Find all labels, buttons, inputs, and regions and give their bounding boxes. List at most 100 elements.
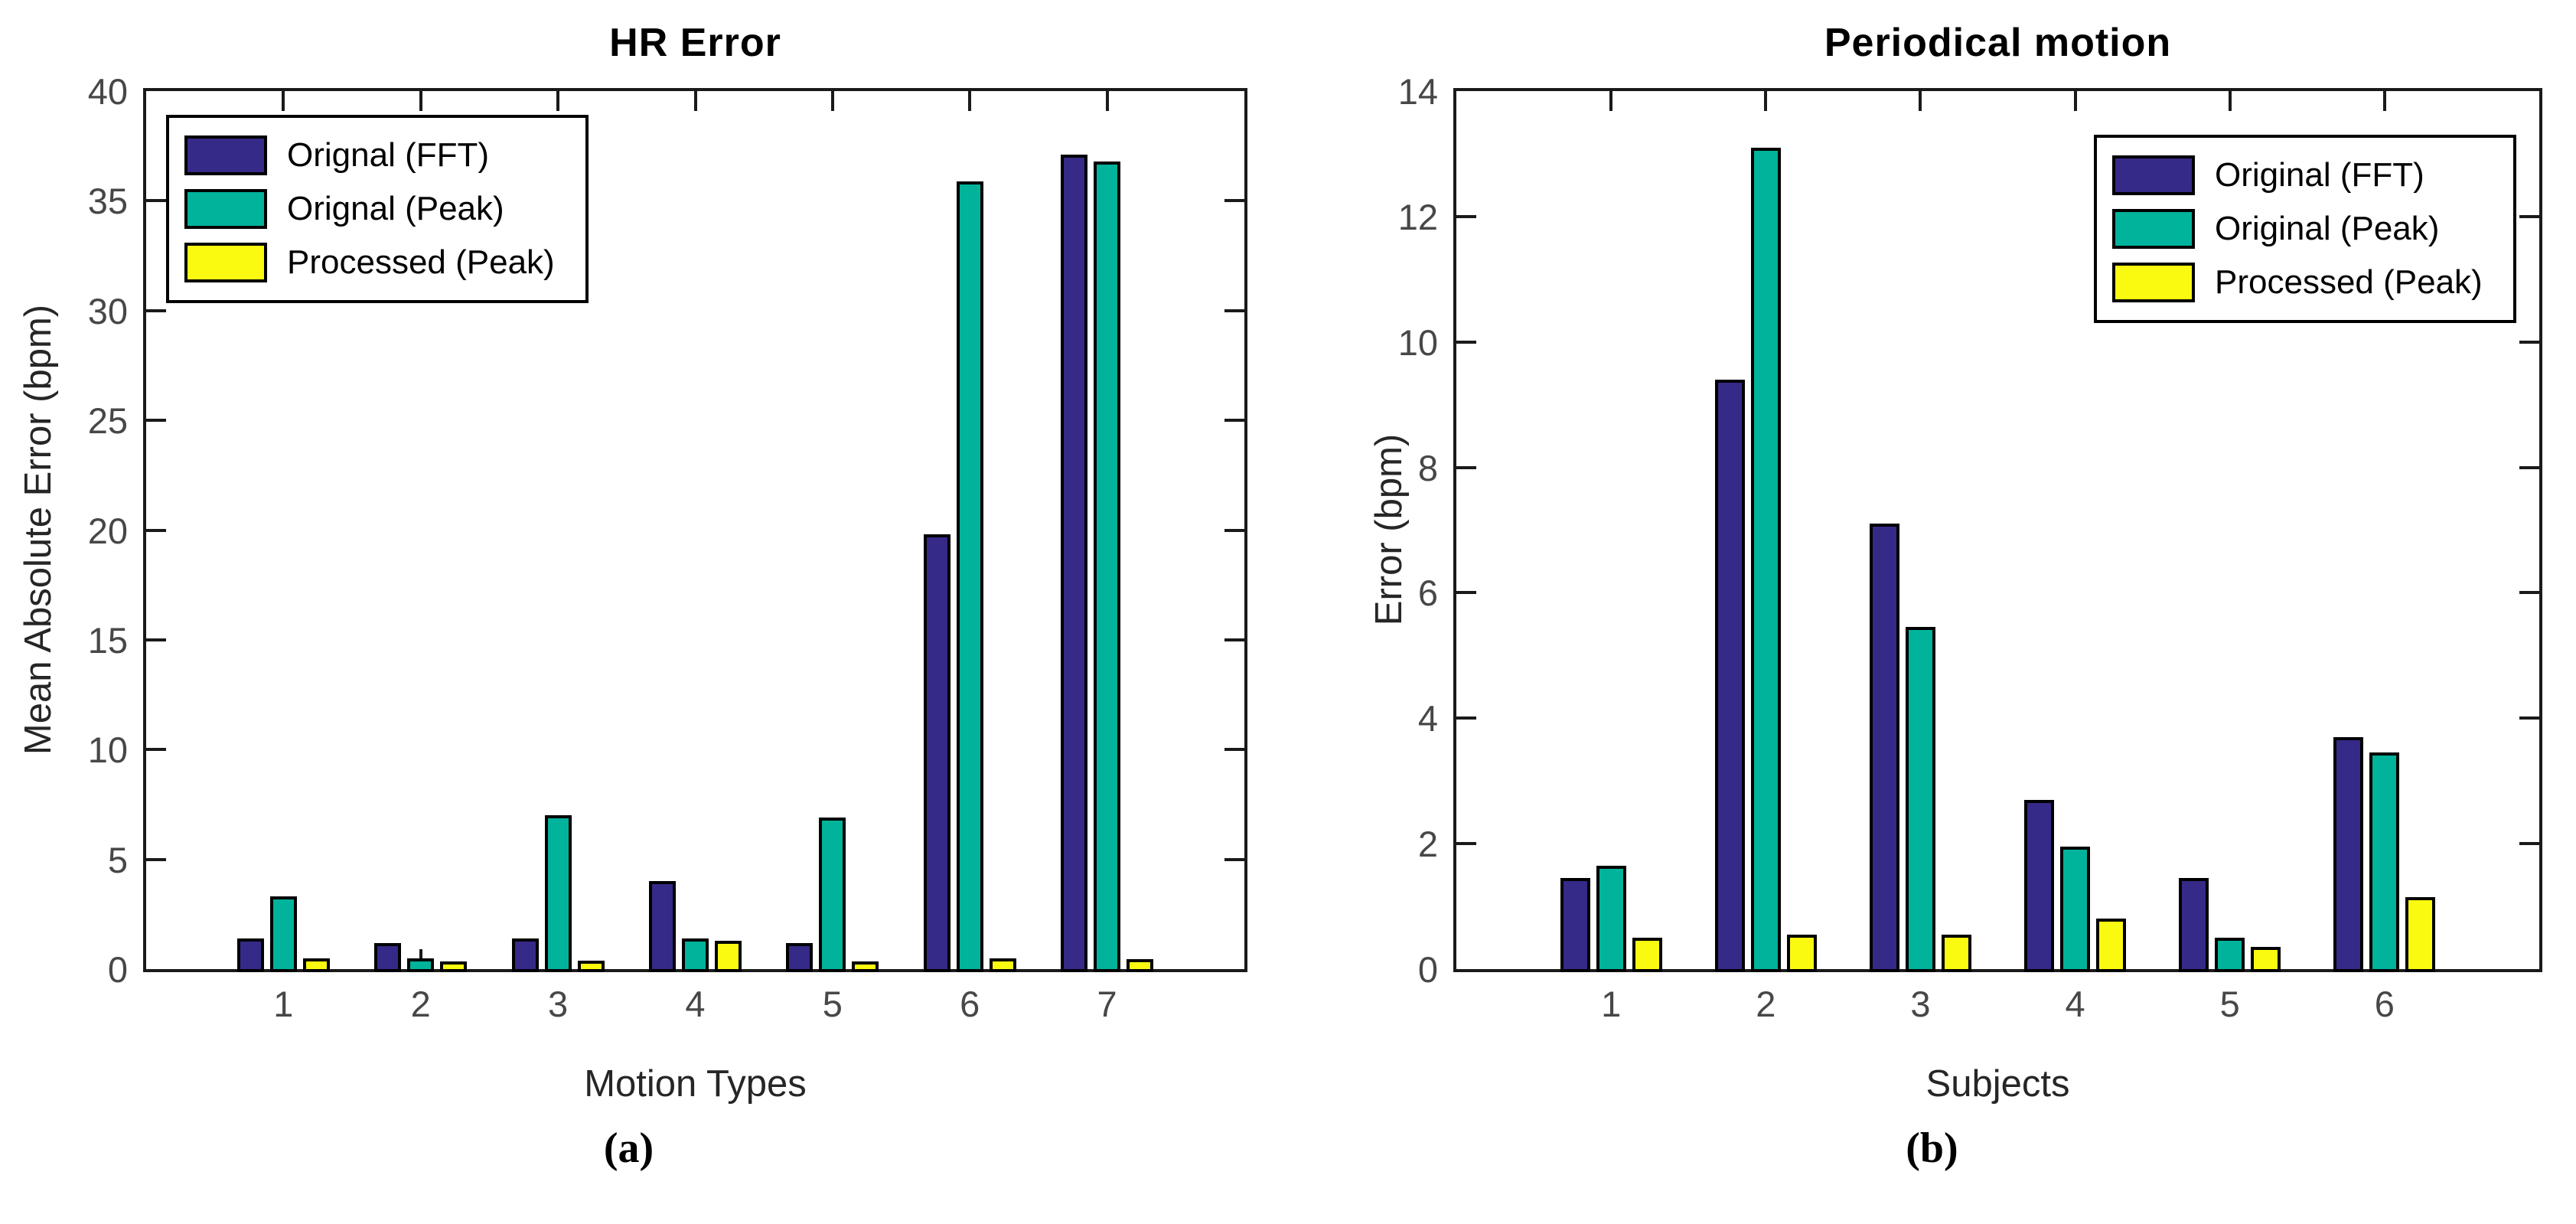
legend-box: Orignal (FFT) Orignal (Peak) Processed (Pe… bbox=[166, 115, 589, 303]
legend-label: Orignal (FFT) bbox=[287, 136, 489, 174]
y-tick-mark bbox=[1456, 716, 1476, 720]
y-tick-label: 12 bbox=[1397, 196, 1438, 237]
y-tick-mark bbox=[146, 199, 166, 203]
legend-swatch-icon bbox=[184, 243, 267, 282]
x-tick-label: 2 bbox=[410, 984, 431, 1024]
y-tick-mark bbox=[1224, 308, 1244, 312]
y-tick-mark bbox=[146, 857, 166, 861]
legend-label: Original (Peak) bbox=[2215, 210, 2440, 247]
legend-box: Original (FFT) Original (Peak) Processed (… bbox=[2094, 135, 2516, 323]
x-tick-label: 5 bbox=[2219, 984, 2240, 1024]
bar-peak-group6 bbox=[956, 181, 983, 972]
x-tick-label: 6 bbox=[960, 984, 980, 1024]
legend-entry: Processed (Peak) bbox=[2112, 263, 2483, 302]
legend-swatch-icon bbox=[2112, 209, 2195, 249]
y-tick-label: 10 bbox=[87, 730, 128, 771]
x-tick-mark bbox=[968, 91, 972, 111]
x-tick-label: 2 bbox=[1756, 984, 1776, 1024]
bar-fft-group5 bbox=[786, 942, 814, 972]
bar-processed-group4 bbox=[715, 940, 742, 972]
bar-fft-group4 bbox=[649, 881, 676, 972]
bar-peak-group2 bbox=[407, 958, 435, 972]
x-tick-label: 3 bbox=[548, 984, 569, 1024]
legend-label: Processed (Peak) bbox=[2215, 263, 2483, 301]
bar-peak-group1 bbox=[1596, 865, 1626, 972]
y-tick-mark bbox=[2519, 214, 2539, 218]
y-tick-mark bbox=[1224, 199, 1244, 203]
bar-processed-group3 bbox=[1941, 934, 1971, 972]
y-tick-mark bbox=[1224, 528, 1244, 532]
y-tick-label: 2 bbox=[1417, 824, 1438, 865]
x-tick-mark bbox=[830, 91, 834, 111]
x-tick-label: 3 bbox=[1910, 984, 1931, 1024]
y-tick-label: 25 bbox=[87, 400, 128, 442]
bar-processed-group6 bbox=[989, 958, 1016, 972]
y-tick-mark bbox=[2519, 340, 2539, 344]
y-tick-mark bbox=[146, 419, 166, 423]
bar-fft-group6 bbox=[2333, 736, 2364, 972]
bar-fft-group3 bbox=[511, 938, 539, 972]
legend-swatch-icon bbox=[184, 189, 267, 229]
bar-processed-group2 bbox=[440, 961, 468, 972]
legend-label: Processed (Peak) bbox=[287, 243, 555, 281]
y-tick-mark bbox=[1456, 591, 1476, 595]
chart-title: Periodical motion bbox=[1824, 21, 2172, 65]
chart-title: HR Error bbox=[609, 21, 781, 65]
y-tick-mark bbox=[1224, 857, 1244, 861]
bar-peak-group3 bbox=[1905, 627, 1935, 972]
bar-fft-group1 bbox=[236, 938, 264, 972]
legend-entry: Original (Peak) bbox=[2112, 209, 2483, 249]
y-tick-label: 8 bbox=[1417, 447, 1438, 488]
bar-peak-group2 bbox=[1750, 147, 1781, 972]
bar-fft-group3 bbox=[1869, 524, 1899, 972]
bar-fft-group2 bbox=[1714, 379, 1745, 972]
y-tick-mark bbox=[146, 748, 166, 752]
bar-fft-group2 bbox=[374, 942, 402, 972]
y-tick-mark bbox=[146, 308, 166, 312]
legend-entry: Orignal (Peak) bbox=[184, 189, 555, 229]
y-tick-label: 20 bbox=[87, 510, 128, 551]
y-tick-label: 4 bbox=[1417, 698, 1438, 739]
y-tick-mark bbox=[1456, 465, 1476, 469]
y-tick-label: 5 bbox=[107, 839, 128, 880]
legend-swatch-icon bbox=[184, 135, 267, 175]
x-tick-mark bbox=[2228, 91, 2232, 111]
y-tick-label: 15 bbox=[87, 619, 128, 661]
y-tick-label: 35 bbox=[87, 181, 128, 222]
bar-fft-group5 bbox=[2179, 878, 2209, 972]
y-tick-mark bbox=[2519, 716, 2539, 720]
y-tick-label: 40 bbox=[87, 71, 128, 112]
legend-swatch-icon bbox=[2112, 155, 2195, 195]
x-tick-mark bbox=[1919, 91, 1922, 111]
bar-peak-group5 bbox=[819, 818, 846, 972]
y-tick-mark bbox=[2519, 842, 2539, 846]
legend-label: Original (FFT) bbox=[2215, 156, 2424, 194]
x-tick-label: 6 bbox=[2374, 984, 2395, 1024]
y-tick-mark bbox=[2519, 591, 2539, 595]
y-tick-mark bbox=[1224, 419, 1244, 423]
y-tick-mark bbox=[1456, 842, 1476, 846]
y-tick-label: 30 bbox=[87, 290, 128, 331]
bar-processed-group5 bbox=[2251, 947, 2281, 972]
bar-peak-group7 bbox=[1094, 161, 1121, 972]
x-tick-label: 1 bbox=[1601, 984, 1622, 1024]
legend-label: Orignal (Peak) bbox=[287, 190, 504, 227]
y-tick-label: 0 bbox=[1417, 949, 1438, 990]
x-tick-mark bbox=[2382, 91, 2386, 111]
x-tick-mark bbox=[1764, 91, 1768, 111]
y-tick-mark bbox=[146, 528, 166, 532]
bar-peak-group4 bbox=[682, 938, 709, 972]
x-axis-label: Subjects bbox=[1925, 1063, 2070, 1105]
y-tick-mark bbox=[1224, 748, 1244, 752]
x-tick-label: 4 bbox=[2065, 984, 2085, 1024]
bar-fft-group4 bbox=[2024, 799, 2055, 972]
x-axis-label: Motion Types bbox=[584, 1063, 807, 1105]
bar-peak-group1 bbox=[269, 896, 297, 972]
bar-fft-group7 bbox=[1061, 155, 1088, 972]
x-tick-mark bbox=[1609, 91, 1613, 111]
y-tick-mark bbox=[1456, 214, 1476, 218]
x-tick-mark bbox=[1105, 91, 1109, 111]
panel-periodical-motion: Periodical motion Error (bpm) Subjects (… bbox=[1288, 0, 2576, 1224]
bar-fft-group6 bbox=[923, 534, 951, 972]
